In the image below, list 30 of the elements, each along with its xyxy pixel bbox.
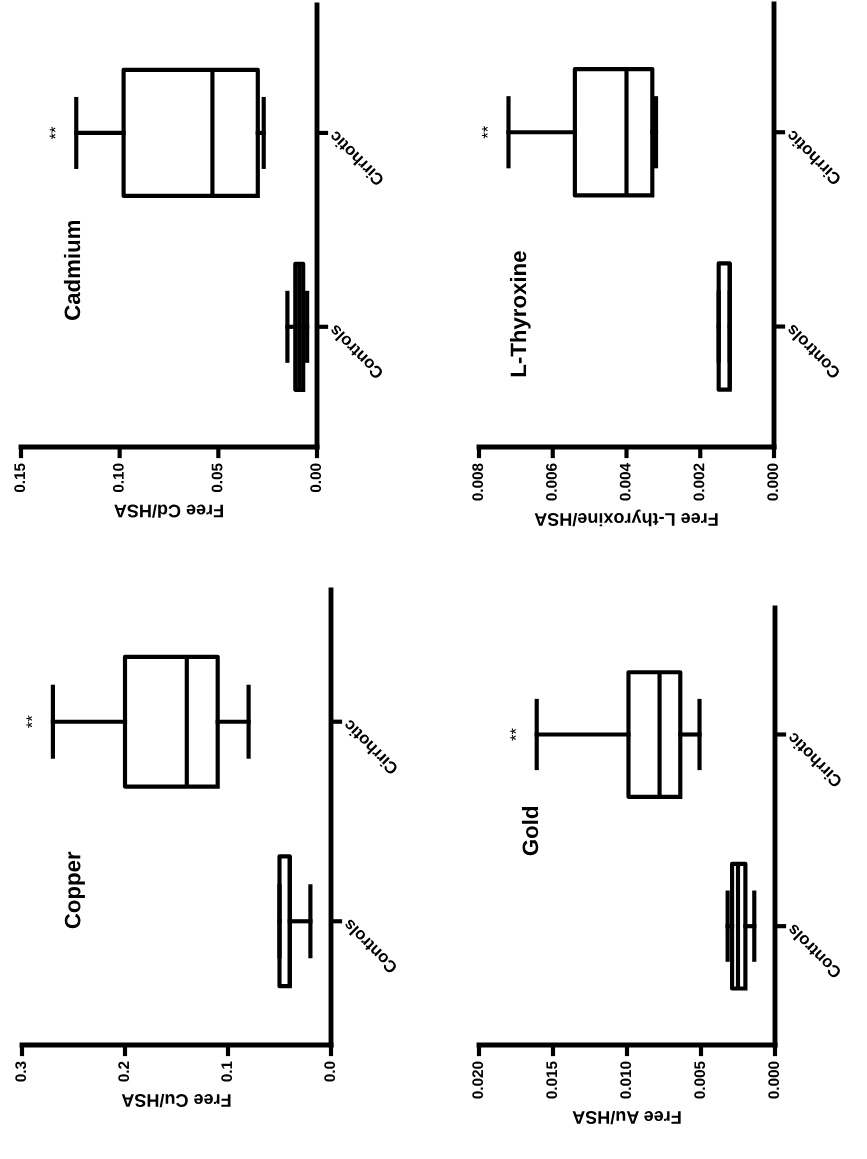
text: Gold (521, 807, 539, 856)
annotation: ** (481, 126, 488, 139)
x-tick-label: 0.15 (14, 463, 26, 493)
x-tick-label: 0.005 (694, 1061, 706, 1099)
x-tick-label: 0.1 (221, 1061, 233, 1082)
x-tick-label: 0.008 (472, 463, 484, 501)
x-axis-title: Free Cu/HSA (121, 1093, 231, 1108)
x-tick-label: 0.000 (767, 463, 779, 501)
annotation: ** (510, 728, 516, 741)
x-tick-label: 0.004 (619, 463, 631, 501)
x-tick-label: 0.0 (324, 1061, 336, 1082)
x-tick-label: 0.10 (112, 463, 124, 493)
x-tick-label: 0.000 (768, 1061, 780, 1099)
x-axis-title: Free Au/HSA (572, 1110, 681, 1125)
x-tick-label: 0.05 (211, 463, 223, 493)
annotation: ** (49, 126, 56, 140)
x-tick-label: 0.3 (15, 1061, 27, 1082)
x-tick-label: 0.006 (546, 463, 557, 501)
x-tick-label: 0.00 (310, 463, 322, 493)
x-axis-title: Free Cd/HSA (114, 504, 223, 518)
x-tick-label: 0.002 (693, 463, 705, 501)
text: L-Thyroxine (509, 251, 531, 377)
annotation: ** (26, 715, 33, 728)
text: Copper (64, 851, 85, 929)
x-tick-label: 0.015 (546, 1061, 558, 1099)
x-tick-label: 0.010 (620, 1061, 632, 1099)
text: Cadmium (63, 220, 81, 320)
x-axis-title: Free L-thyroxine/HSA (534, 509, 718, 527)
x-tick-label: 0.2 (118, 1061, 130, 1082)
x-tick-label: 0.020 (472, 1061, 484, 1099)
